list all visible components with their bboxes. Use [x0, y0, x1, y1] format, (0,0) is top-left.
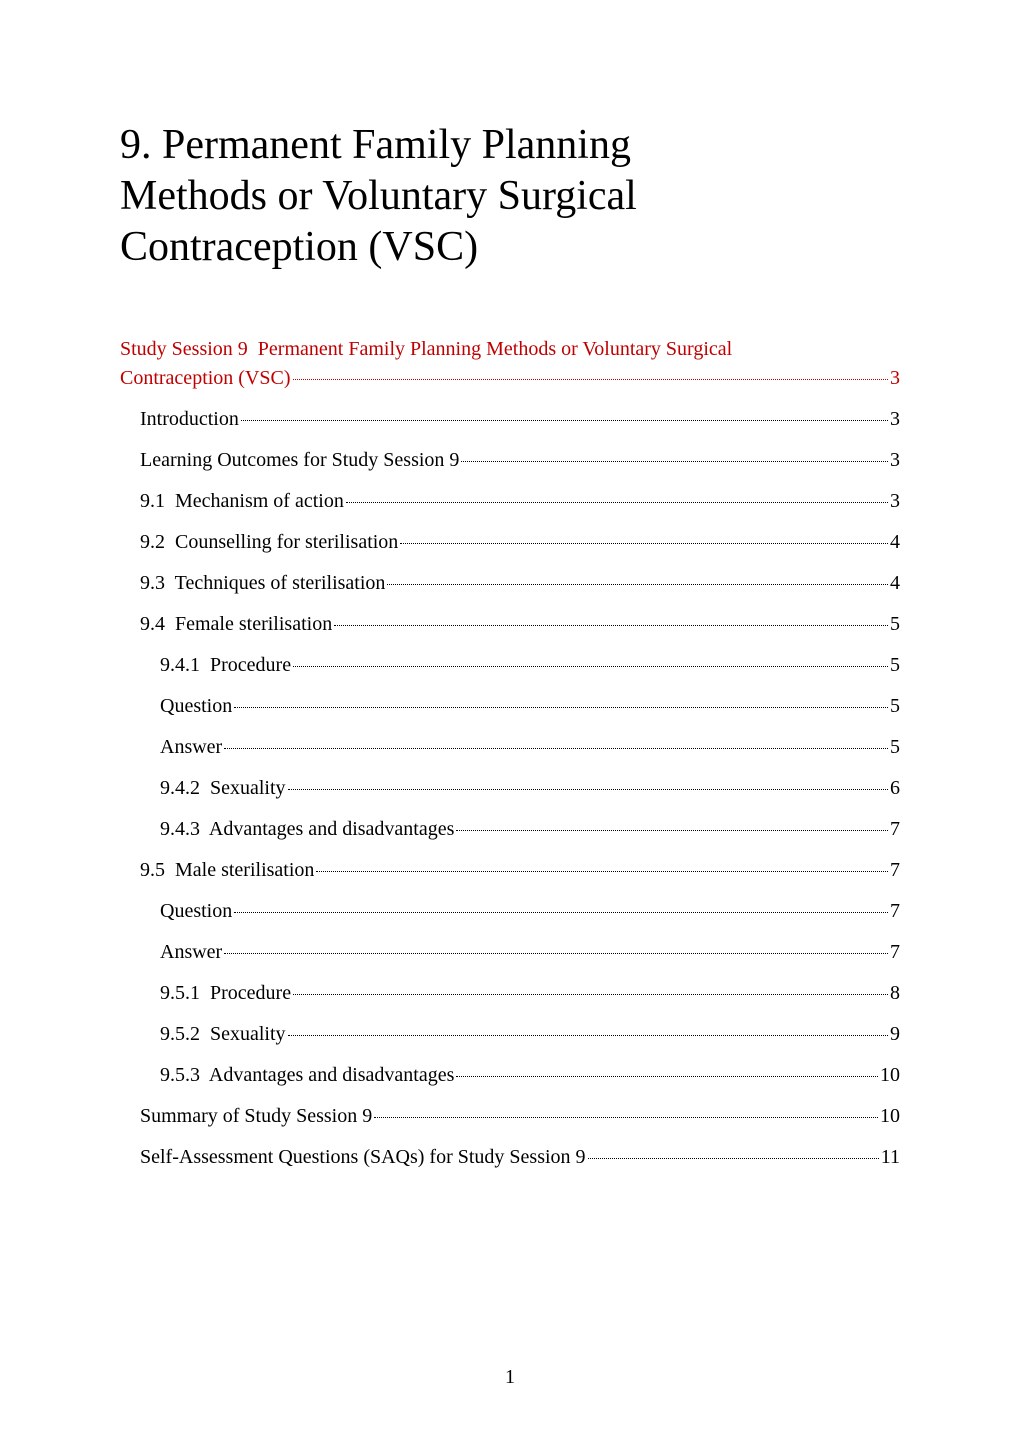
toc-entry[interactable]: Summary of Study Session 9 10: [120, 1103, 900, 1130]
toc-entry[interactable]: Learning Outcomes for Study Session 9 3: [120, 447, 900, 474]
toc-leader: [224, 953, 888, 954]
toc-leader: [461, 461, 888, 462]
toc-leader: [224, 748, 888, 749]
toc-leader: [374, 1117, 878, 1118]
toc-entry[interactable]: 9.5 Male sterilisation 7: [120, 857, 900, 884]
toc-entry[interactable]: 9.4.1 Procedure 5: [120, 652, 900, 679]
toc-page: 10: [880, 1062, 900, 1089]
toc-page: 7: [890, 898, 900, 925]
title-line-2: Methods or Voluntary Surgical: [120, 173, 637, 219]
toc-entry[interactable]: 9.4.3 Advantages and disadvantages 7: [120, 816, 900, 843]
toc-entry[interactable]: Self-Assessment Questions (SAQs) for Stu…: [120, 1144, 900, 1171]
page-number: 1: [0, 1366, 1020, 1389]
toc-entry[interactable]: Question 5: [120, 693, 900, 720]
toc-label: Summary of Study Session 9: [140, 1103, 372, 1130]
toc-label: Answer: [160, 939, 222, 966]
toc-leader: [316, 871, 888, 872]
toc-page: 5: [890, 693, 900, 720]
toc-page: 7: [890, 816, 900, 843]
toc-entry[interactable]: 9.2 Counselling for sterilisation 4: [120, 529, 900, 556]
toc-entry[interactable]: Answer 7: [120, 939, 900, 966]
toc-label: Answer: [160, 734, 222, 761]
document-title: 9. Permanent Family Planning Methods or …: [120, 120, 900, 274]
toc-leader: [346, 502, 888, 503]
toc-label: Introduction: [140, 406, 239, 433]
toc-label: 9.5.3 Advantages and disadvantages: [160, 1062, 454, 1089]
toc-page: 8: [890, 980, 900, 1007]
toc-label: Question: [160, 693, 232, 720]
toc-leader: [334, 625, 888, 626]
toc-label: Question: [160, 898, 232, 925]
toc-label: 9.3 Techniques of sterilisation: [140, 570, 385, 597]
table-of-contents: Study Session 9 Permanent Family Plannin…: [120, 336, 900, 1171]
toc-page: 11: [881, 1144, 900, 1171]
toc-label: 9.4.2 Sexuality: [160, 775, 286, 802]
toc-leader: [456, 830, 888, 831]
toc-entry[interactable]: Introduction 3: [120, 406, 900, 433]
toc-label: 9.4.3 Advantages and disadvantages: [160, 816, 454, 843]
toc-leader: [400, 543, 888, 544]
toc-page: 5: [890, 734, 900, 761]
toc-entry[interactable]: Question 7: [120, 898, 900, 925]
toc-entry[interactable]: 9.5.2 Sexuality 9: [120, 1021, 900, 1048]
toc-page: 3: [890, 447, 900, 474]
toc-label: 9.5 Male sterilisation: [140, 857, 314, 884]
toc-page: 4: [890, 570, 900, 597]
toc-page: 5: [890, 652, 900, 679]
toc-entry[interactable]: 9.5.3 Advantages and disadvantages 10: [120, 1062, 900, 1089]
toc-entry[interactable]: 9.5.1 Procedure 8: [120, 980, 900, 1007]
toc-page: 4: [890, 529, 900, 556]
toc-leader: [293, 379, 888, 380]
toc-leader: [241, 420, 888, 421]
toc-leader: [456, 1076, 878, 1077]
toc-leader: [234, 707, 888, 708]
title-line-1: 9. Permanent Family Planning: [120, 122, 631, 168]
toc-leader: [387, 584, 888, 585]
toc-label: 9.5.1 Procedure: [160, 980, 291, 1007]
toc-page: 10: [880, 1103, 900, 1130]
toc-leader: [288, 789, 888, 790]
toc-leader: [288, 1035, 888, 1036]
toc-page: 9: [890, 1021, 900, 1048]
toc-label: Contraception (VSC): [120, 365, 291, 392]
toc-label: 9.2 Counselling for sterilisation: [140, 529, 398, 556]
toc-label: Self-Assessment Questions (SAQs) for Stu…: [140, 1144, 586, 1171]
toc-entry[interactable]: Study Session 9 Permanent Family Plannin…: [120, 336, 900, 392]
toc-label: 9.4.1 Procedure: [160, 652, 291, 679]
toc-label: 9.5.2 Sexuality: [160, 1021, 286, 1048]
toc-entry[interactable]: Answer 5: [120, 734, 900, 761]
toc-page: 3: [890, 406, 900, 433]
toc-page: 7: [890, 939, 900, 966]
toc-entry[interactable]: 9.1 Mechanism of action 3: [120, 488, 900, 515]
toc-label: 9.1 Mechanism of action: [140, 488, 344, 515]
toc-entry[interactable]: 9.4.2 Sexuality 6: [120, 775, 900, 802]
toc-leader: [588, 1158, 879, 1159]
toc-leader: [293, 994, 888, 995]
toc-label: Study Session 9 Permanent Family Plannin…: [120, 336, 732, 363]
toc-page: 7: [890, 857, 900, 884]
toc-page: 3: [890, 488, 900, 515]
title-line-3: Contraception (VSC): [120, 224, 478, 270]
toc-page: 6: [890, 775, 900, 802]
toc-page: 5: [890, 611, 900, 638]
toc-page: 3: [890, 365, 900, 392]
toc-entry[interactable]: 9.3 Techniques of sterilisation 4: [120, 570, 900, 597]
toc-entry[interactable]: 9.4 Female sterilisation 5: [120, 611, 900, 638]
toc-leader: [234, 912, 888, 913]
toc-label: 9.4 Female sterilisation: [140, 611, 332, 638]
toc-label: Learning Outcomes for Study Session 9: [140, 447, 459, 474]
toc-leader: [293, 666, 888, 667]
